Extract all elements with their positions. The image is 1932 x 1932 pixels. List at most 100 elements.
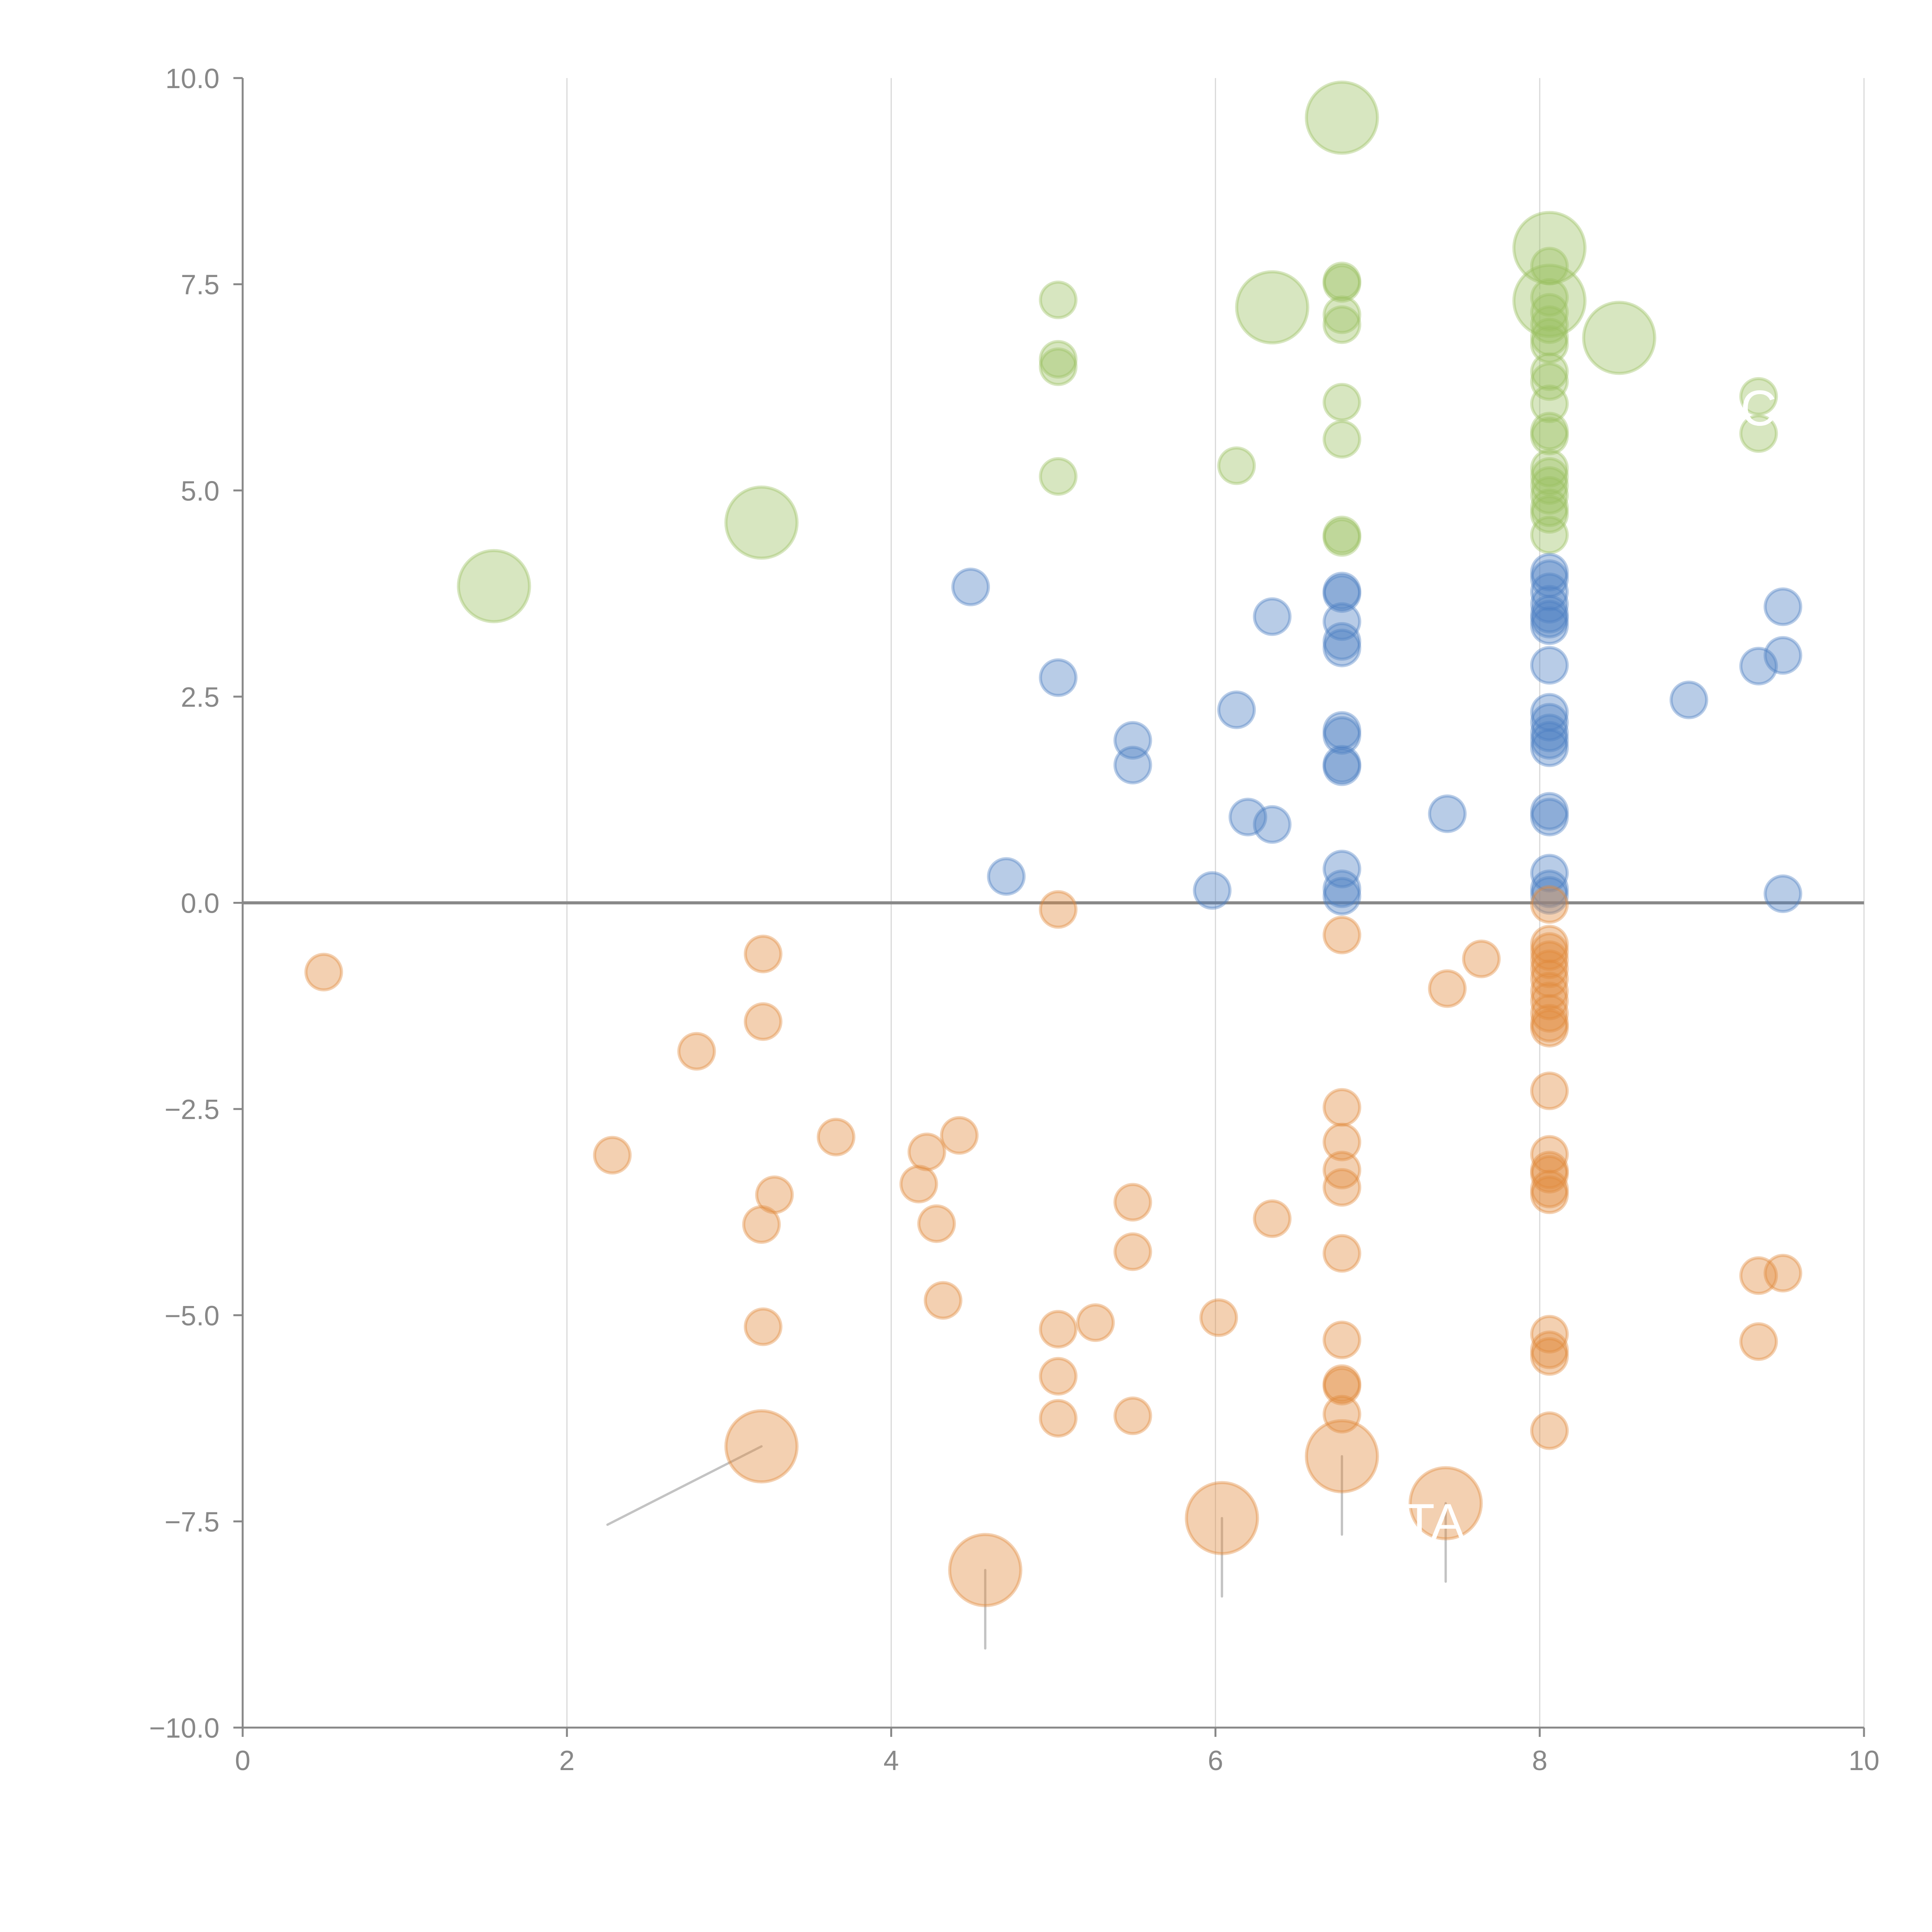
y-tick-label: −7.5 (165, 1507, 219, 1537)
bubble-blue (1764, 587, 1803, 626)
bubble-green (1217, 446, 1256, 485)
y-axis-ticks: 10.0 7.5 5.0 2.5 0.0 −2.5 −5.0 −7.5 −10.0 (149, 63, 243, 1744)
bubble-blue (1530, 572, 1569, 611)
bubble-orange (1530, 925, 1569, 964)
bubble-green (1322, 383, 1361, 422)
bubble-blue (1530, 876, 1569, 915)
bubble-green (1530, 417, 1569, 456)
bubble-orange (743, 1002, 782, 1041)
bubble-blue (1530, 721, 1569, 760)
leader-lines (606, 112, 1653, 1650)
bubble-orange (1530, 1411, 1569, 1450)
bubble-orange (1530, 1009, 1569, 1048)
bubble-orange (1039, 1357, 1078, 1396)
annotations: C TA (1404, 380, 1777, 1550)
bubble-orange (1530, 1004, 1569, 1043)
bubble-green (1039, 281, 1078, 320)
bubble-blue (1322, 602, 1361, 641)
bubble-green (1322, 518, 1361, 557)
bubble-green (1530, 278, 1569, 317)
y-tick-label: −10.0 (149, 1713, 219, 1744)
bubble-blue (1322, 711, 1361, 750)
bubble-orange (1322, 1168, 1361, 1207)
bubble-orange (923, 1281, 963, 1320)
bubble-green (1304, 80, 1379, 155)
bubble-orange (1322, 1234, 1361, 1273)
bubble-orange (1764, 1253, 1803, 1293)
bubble-blue (1193, 871, 1232, 910)
bubble-green (1530, 466, 1569, 505)
bubble-blue (1113, 721, 1152, 760)
bubble-orange (1530, 1170, 1569, 1209)
bubble-orange (1530, 1337, 1569, 1376)
bubble-green (1512, 264, 1587, 338)
bubble-green (1322, 515, 1361, 554)
bubble-blue (1530, 600, 1569, 639)
bubble-orange (917, 1204, 956, 1243)
bubble-orange (1322, 915, 1361, 954)
bubble-orange (1428, 969, 1467, 1008)
y-tick-label: 2.5 (181, 682, 219, 713)
bubble-green (1322, 295, 1361, 334)
bubble-blue (1530, 585, 1569, 624)
bubble-orange (899, 1165, 938, 1204)
bubble-orange (1199, 1298, 1238, 1337)
bubble-green (1530, 305, 1569, 344)
bubble-green (1530, 488, 1569, 527)
y-tick-label: −5.0 (165, 1301, 219, 1332)
bubble-blue (987, 857, 1026, 896)
bubble-blue (1253, 597, 1292, 636)
bubble-green (1530, 476, 1569, 515)
y-tick-label: −2.5 (165, 1094, 219, 1125)
x-tick-label: 6 (1208, 1745, 1223, 1776)
bubble-blue (951, 567, 990, 606)
bubble-orange (1113, 1396, 1152, 1435)
bubble-blue (1113, 746, 1152, 785)
bubble-orange (1530, 1155, 1569, 1194)
bubble-orange (1322, 1395, 1361, 1434)
bubble-orange (677, 1032, 716, 1071)
bubble-green (1530, 384, 1569, 423)
bubble-orange (1530, 1151, 1569, 1190)
bubble-blue (1530, 798, 1569, 837)
bubble-blue (1530, 559, 1569, 598)
bubble-green (724, 485, 799, 560)
bubble-blue (1530, 595, 1569, 634)
bubble-blue (1669, 680, 1708, 719)
bubble-green (1530, 293, 1569, 332)
bubble-orange (1530, 1175, 1569, 1214)
bubble-green (1582, 301, 1656, 375)
bubble-green (457, 549, 531, 623)
bubble-orange (1322, 1151, 1361, 1190)
bubble-green (1530, 515, 1569, 554)
bubble-green (1739, 377, 1778, 416)
bubble-orange (1322, 1122, 1361, 1162)
bubble-green (1039, 340, 1078, 379)
bubble-green (1530, 412, 1569, 451)
bubble-blue (1530, 693, 1569, 732)
bubble-blue (1322, 716, 1361, 755)
bubble-orange (907, 1133, 946, 1172)
bubble-orange (1530, 940, 1569, 979)
bubble-green (1322, 305, 1361, 344)
leader-line (606, 1445, 763, 1526)
bubble-orange (1039, 1310, 1078, 1349)
bubble-orange (816, 1117, 855, 1156)
bubble-orange (1076, 1303, 1115, 1342)
bubble-orange (1304, 1419, 1379, 1493)
bubble-green (1530, 318, 1569, 357)
bubble-green (1512, 211, 1587, 285)
bubble-orange (1039, 1399, 1078, 1438)
bubble-orange (743, 1307, 782, 1346)
y-tick-label: 0.0 (181, 888, 219, 919)
bubble-orange (1530, 981, 1569, 1020)
bubble-orange (1530, 932, 1569, 971)
bubble-blue (1739, 646, 1778, 685)
bubble-green (1530, 457, 1569, 496)
data-points (304, 80, 1803, 1607)
bubble-blue (1322, 869, 1361, 908)
bubble-green (1322, 264, 1361, 303)
bubble-blue (1217, 690, 1256, 730)
x-tick-label: 0 (235, 1745, 250, 1776)
bubble-orange (1322, 1364, 1361, 1403)
